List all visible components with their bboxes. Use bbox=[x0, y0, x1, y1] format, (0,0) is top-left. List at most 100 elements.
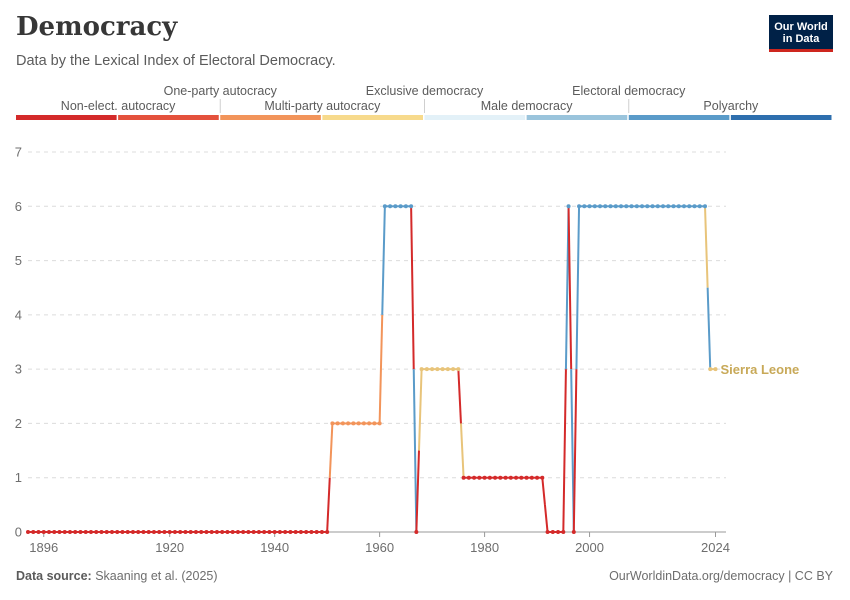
data-point bbox=[220, 530, 225, 534]
data-point bbox=[167, 530, 172, 534]
data-point bbox=[587, 204, 592, 209]
legend-label: Multi-party autocracy bbox=[264, 99, 381, 113]
data-point bbox=[109, 530, 114, 534]
data-point bbox=[73, 530, 78, 534]
data-point bbox=[267, 530, 272, 534]
data-point bbox=[409, 204, 414, 209]
data-point bbox=[550, 530, 555, 534]
legend-swatch bbox=[526, 115, 628, 120]
data-point bbox=[351, 421, 356, 426]
data-point bbox=[482, 475, 487, 480]
data-point bbox=[540, 475, 545, 480]
data-point bbox=[157, 530, 162, 534]
chart-subtitle: Data by the Lexical Index of Electoral D… bbox=[16, 53, 336, 69]
series-segment bbox=[415, 450, 420, 533]
credit-link[interactable]: OurWorldinData.org/democracy | CC BY bbox=[609, 569, 833, 583]
data-source: Data source: Skaaning et al. (2025) bbox=[16, 569, 218, 583]
data-point bbox=[424, 367, 429, 372]
data-point bbox=[230, 530, 235, 534]
data-point bbox=[214, 530, 219, 534]
data-point bbox=[246, 530, 251, 534]
x-tick-label: 1896 bbox=[29, 540, 58, 555]
series-segment bbox=[543, 504, 549, 533]
data-point bbox=[487, 475, 492, 480]
y-tick-label: 4 bbox=[15, 307, 22, 322]
data-point bbox=[367, 421, 372, 426]
data-source-text: Skaaning et al. (2025) bbox=[95, 569, 218, 583]
data-point bbox=[435, 367, 440, 372]
data-point bbox=[83, 530, 88, 534]
data-point bbox=[319, 530, 324, 534]
legend-label: Non-elect. autocracy bbox=[61, 99, 176, 113]
data-point bbox=[619, 204, 624, 209]
series-segment bbox=[417, 369, 423, 451]
data-source-label: Data source: bbox=[16, 569, 92, 583]
legend-swatch bbox=[628, 115, 730, 120]
data-point bbox=[692, 204, 697, 209]
data-point bbox=[603, 204, 608, 209]
series-segment bbox=[562, 369, 567, 533]
data-point bbox=[713, 367, 718, 372]
legend-swatch bbox=[322, 115, 423, 120]
y-tick-label: 5 bbox=[15, 253, 22, 268]
data-point bbox=[325, 530, 330, 534]
data-point bbox=[466, 475, 471, 480]
data-point bbox=[162, 530, 167, 534]
x-tick-label: 1940 bbox=[260, 540, 289, 555]
series-label: Sierra Leone bbox=[721, 362, 800, 377]
series-segment bbox=[457, 369, 462, 424]
data-point bbox=[41, 530, 46, 534]
data-point bbox=[703, 204, 708, 209]
data-point bbox=[682, 204, 687, 209]
x-tick-label: 2024 bbox=[701, 540, 730, 555]
data-point bbox=[225, 530, 230, 534]
data-point bbox=[440, 367, 445, 372]
data-point bbox=[335, 421, 340, 426]
data-point bbox=[477, 475, 482, 480]
data-point bbox=[241, 530, 246, 534]
data-point bbox=[377, 421, 382, 426]
series-segment bbox=[459, 423, 465, 478]
data-point bbox=[388, 204, 393, 209]
y-tick-label: 1 bbox=[15, 470, 22, 485]
data-point bbox=[661, 204, 666, 209]
data-point bbox=[645, 204, 650, 209]
data-point bbox=[130, 530, 135, 534]
series-segment bbox=[704, 206, 709, 288]
series-segment bbox=[412, 369, 418, 533]
data-point bbox=[676, 204, 681, 209]
data-point bbox=[382, 204, 387, 209]
data-point bbox=[115, 530, 120, 534]
chart-title: Democracy bbox=[16, 12, 178, 42]
data-point bbox=[666, 204, 671, 209]
data-point bbox=[314, 530, 319, 534]
legend-label: Male democracy bbox=[481, 99, 573, 113]
logo-line-1: Our World bbox=[774, 21, 828, 33]
data-point bbox=[624, 204, 629, 209]
y-tick-label: 3 bbox=[15, 362, 22, 377]
y-tick-label: 2 bbox=[15, 416, 22, 431]
data-point bbox=[309, 530, 314, 534]
data-point bbox=[288, 530, 293, 534]
data-point bbox=[451, 367, 456, 372]
data-point bbox=[330, 421, 335, 426]
data-point bbox=[172, 530, 177, 534]
series-segment bbox=[541, 477, 546, 505]
x-tick-label: 1920 bbox=[155, 540, 184, 555]
data-point bbox=[36, 530, 41, 534]
data-point bbox=[104, 530, 109, 534]
data-point bbox=[304, 530, 309, 534]
data-point bbox=[94, 530, 99, 534]
x-tick-label: 1960 bbox=[365, 540, 394, 555]
owid-logo[interactable]: Our World in Data bbox=[769, 15, 833, 52]
data-point bbox=[361, 421, 366, 426]
data-point bbox=[293, 530, 298, 534]
data-point bbox=[697, 204, 702, 209]
y-tick-label: 6 bbox=[15, 199, 22, 214]
legend-label: One-party autocracy bbox=[164, 84, 278, 98]
data-point bbox=[193, 530, 198, 534]
data-point bbox=[687, 204, 692, 209]
data-point bbox=[629, 204, 634, 209]
data-point bbox=[545, 530, 550, 534]
